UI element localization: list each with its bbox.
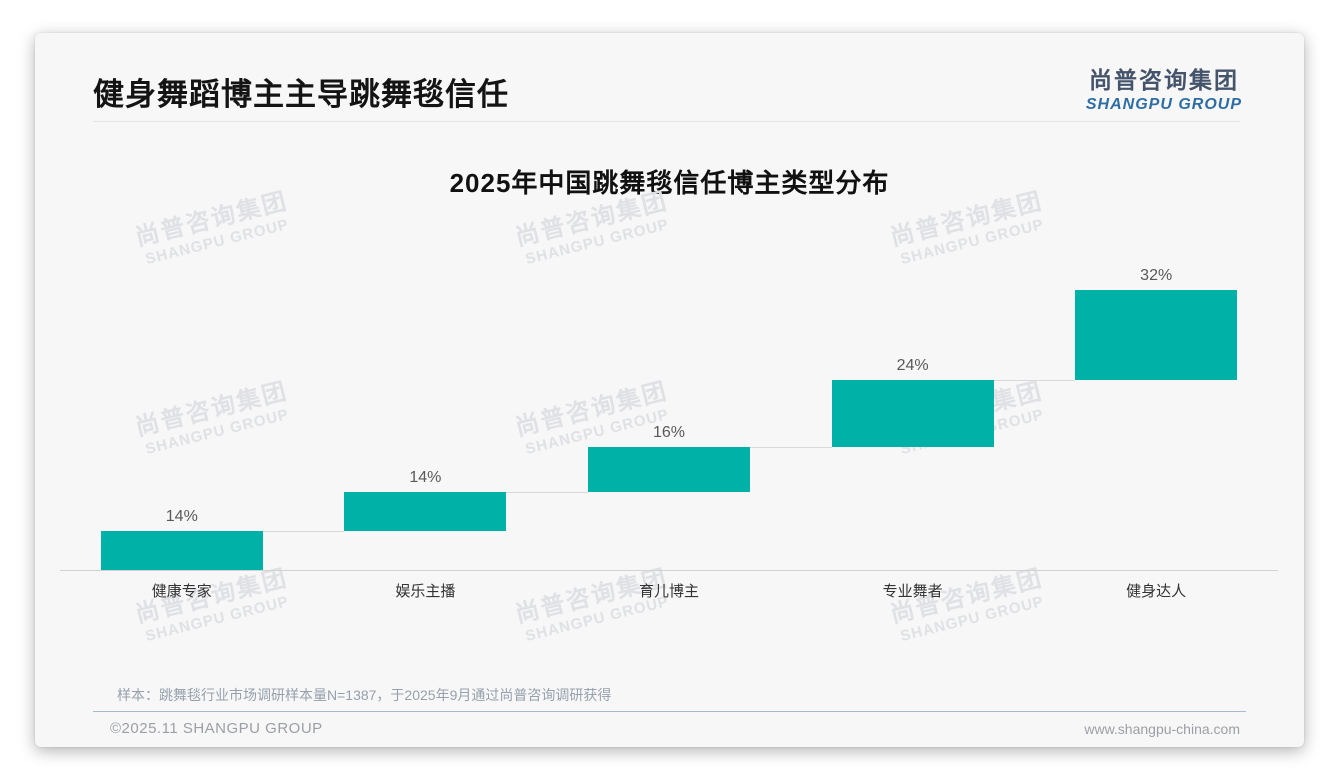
category-label: 娱乐主播 bbox=[395, 583, 456, 600]
waterfall-connector bbox=[750, 446, 832, 448]
value-label: 16% bbox=[652, 423, 686, 441]
x-axis-line bbox=[60, 570, 1278, 571]
copyright-text: ©2025.11 SHANGPU GROUP bbox=[110, 720, 323, 737]
waterfall-bar bbox=[831, 379, 994, 447]
value-label: 14% bbox=[165, 507, 198, 525]
value-label: 14% bbox=[409, 468, 442, 486]
waterfall-connector bbox=[993, 379, 1076, 381]
category-label: 专业舞者 bbox=[882, 583, 943, 600]
footer-divider bbox=[93, 711, 1246, 712]
company-logo: 尚普咨询集团 SHANGPU GROUP bbox=[1086, 61, 1242, 114]
waterfall-connector bbox=[262, 530, 345, 532]
waterfall-chart: 14% 健康专家 14% 娱乐主播 16% 育儿博主 24% 专业舞者 32% 健身达人 bbox=[35, 33, 1304, 747]
header-divider bbox=[93, 121, 1240, 122]
category-label: 健身达人 bbox=[1126, 583, 1187, 600]
waterfall-bar bbox=[100, 530, 263, 570]
waterfall-bar bbox=[1075, 290, 1238, 380]
sample-note: 样本：跳舞毯行业市场调研样本量N=1387，于2025年9月通过尚普咨询调研获得 bbox=[117, 687, 612, 703]
value-label: 24% bbox=[896, 356, 929, 374]
waterfall-connector bbox=[506, 491, 588, 493]
page-title: 健身舞蹈博主主导跳舞毯信任 bbox=[93, 77, 509, 112]
slide-card: 健身舞蹈博主主导跳舞毯信任 尚普咨询集团 SHANGPU GROUP 2025年… bbox=[35, 33, 1304, 747]
logo-cn-text: 尚普咨询集团 bbox=[1088, 67, 1239, 93]
chart-title: 2025年中国跳舞毯信任博主类型分布 bbox=[449, 168, 890, 198]
category-label: 健康专家 bbox=[151, 583, 212, 600]
website-url: www.shangpu-china.com bbox=[1084, 721, 1240, 737]
waterfall-bar bbox=[588, 446, 750, 492]
logo-en-text: SHANGPU GROUP bbox=[1085, 96, 1242, 113]
category-label: 育儿博主 bbox=[638, 583, 699, 600]
value-label: 32% bbox=[1140, 267, 1173, 284]
waterfall-bar bbox=[344, 491, 507, 531]
